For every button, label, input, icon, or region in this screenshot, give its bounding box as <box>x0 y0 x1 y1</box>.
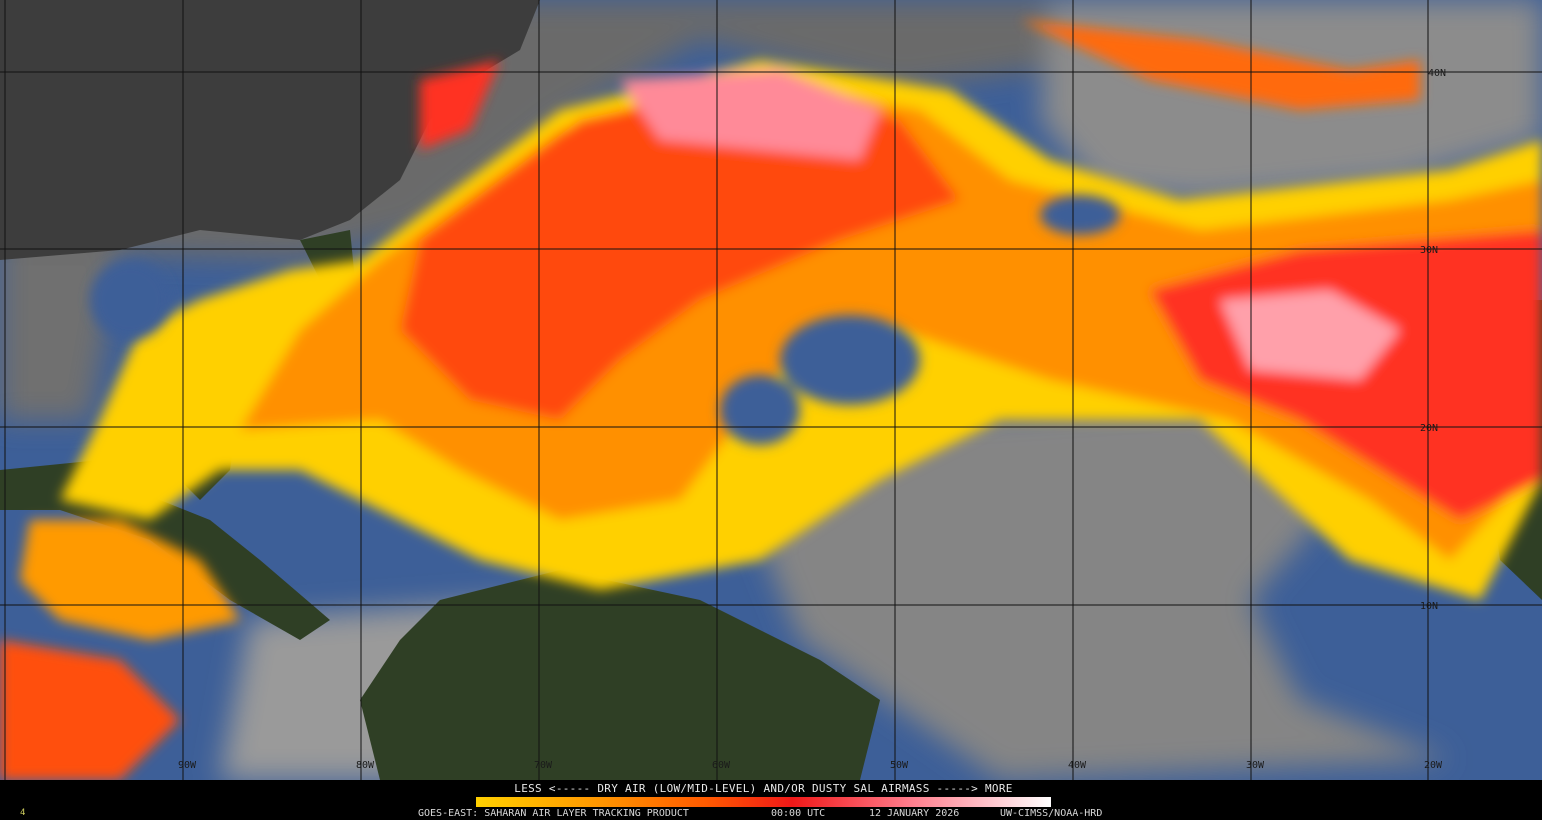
lon-label: 90W <box>178 760 197 771</box>
lat-label: 20N <box>1420 423 1438 434</box>
frame-number: 4 <box>20 808 26 818</box>
lon-label: 70W <box>534 760 553 771</box>
lat-lon-grid <box>0 0 1542 780</box>
date-stamp: 12 JANUARY 2026 <box>869 808 960 819</box>
lon-label: 80W <box>356 760 375 771</box>
latitude-labels: 40N 30N 20N 10N <box>1420 68 1446 612</box>
lat-label: 30N <box>1420 245 1438 256</box>
sal-satellite-map: 90W 80W 70W 60W 50W 40W 30W 20W 40N 30N … <box>0 0 1542 780</box>
lat-label: 40N <box>1428 68 1446 79</box>
credit: UW-CIMSS/NOAA-HRD <box>1000 808 1103 819</box>
footer: GOES-EAST: SAHARAN AIR LAYER TRACKING PR… <box>0 808 1542 820</box>
legend-title: LESS <----- DRY AIR (LOW/MID-LEVEL) AND/… <box>514 782 1013 795</box>
lon-label: 50W <box>890 760 909 771</box>
time-stamp: 00:00 UTC <box>771 808 826 819</box>
legend-color-bar <box>476 797 1051 807</box>
product-name: GOES-EAST: SAHARAN AIR LAYER TRACKING PR… <box>418 808 689 819</box>
lon-label: 20W <box>1424 760 1443 771</box>
lon-label: 60W <box>712 760 731 771</box>
longitude-labels: 90W 80W 70W 60W 50W 40W 30W 20W <box>178 760 1443 771</box>
lon-label: 40W <box>1068 760 1087 771</box>
lat-label: 10N <box>1420 601 1438 612</box>
lon-label: 30W <box>1246 760 1265 771</box>
